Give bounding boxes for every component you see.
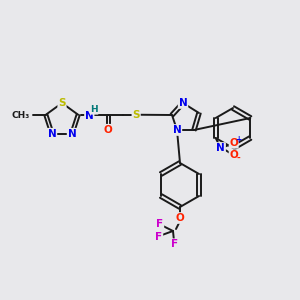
Text: -: -: [237, 154, 241, 163]
Text: CH₃: CH₃: [12, 111, 30, 120]
Text: O: O: [229, 138, 238, 148]
Text: O: O: [104, 125, 112, 135]
Text: F: F: [156, 219, 164, 229]
Text: H: H: [90, 105, 98, 114]
Text: S: S: [58, 98, 66, 108]
Text: N: N: [85, 111, 94, 121]
Text: N: N: [68, 129, 76, 139]
Text: F: F: [171, 239, 178, 249]
Text: O: O: [176, 213, 184, 223]
Text: N: N: [48, 129, 56, 139]
Text: N: N: [172, 125, 182, 135]
Text: +: +: [236, 136, 242, 145]
Text: S: S: [132, 110, 140, 120]
Text: O: O: [229, 150, 238, 160]
Text: N: N: [178, 98, 188, 108]
Text: N: N: [216, 143, 225, 153]
Text: F: F: [155, 232, 163, 242]
